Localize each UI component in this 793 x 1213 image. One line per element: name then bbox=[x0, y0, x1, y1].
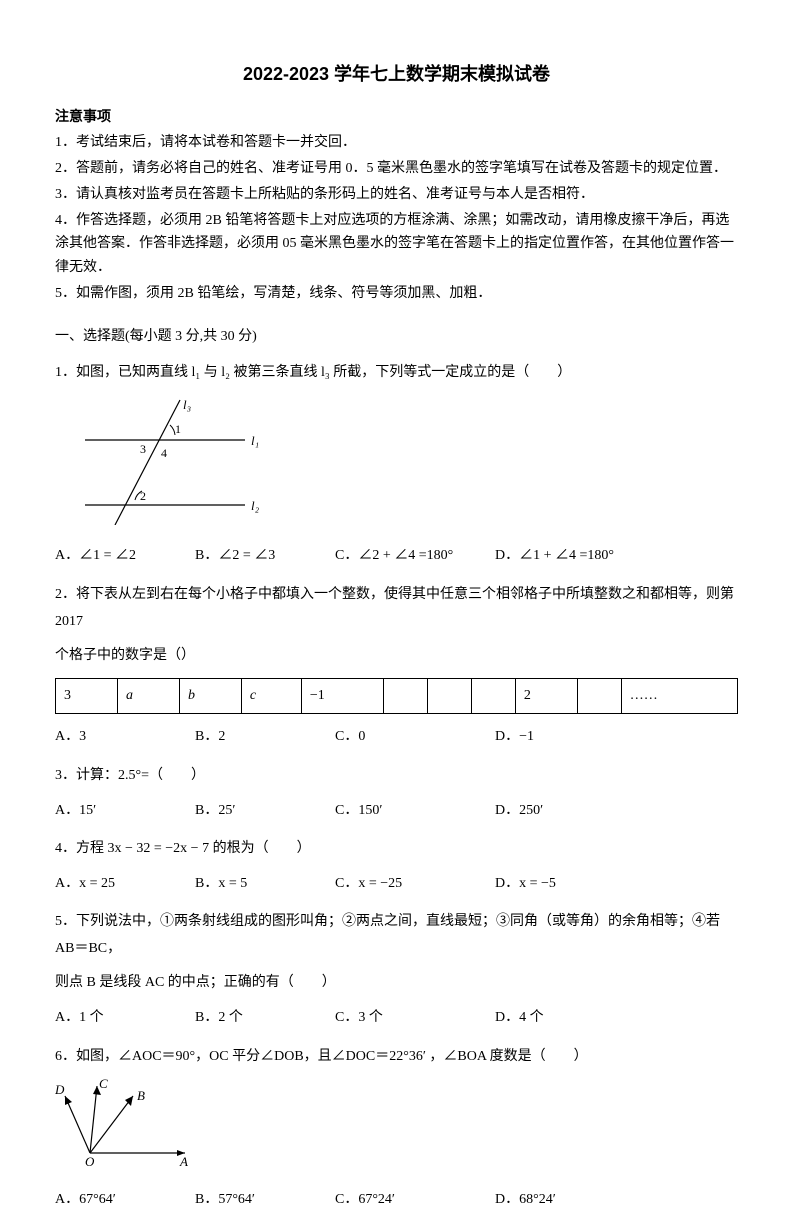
q1-l3-label: l₃ bbox=[183, 397, 191, 412]
q1-angle-4: 4 bbox=[161, 446, 167, 460]
q4-option-c[interactable]: C．x = −25 bbox=[335, 871, 495, 898]
question-6: 6．如图，∠AOC＝90°，OC 平分∠DOB，且∠DOC＝22°36′ ，∠B… bbox=[55, 1044, 738, 1213]
q6-label-c: C bbox=[99, 1078, 108, 1091]
question-1: 1．如图，已知两直线 l₁ 与 l₂ 被第三条直线 l₃ 所截，下列等式一定成立… bbox=[55, 360, 738, 570]
q2-cell-8: 2 bbox=[515, 678, 577, 714]
q1-options: A．∠1 = ∠2 B．∠2 = ∠3 C．∠2 + ∠4 =180° D．∠1… bbox=[55, 543, 738, 570]
q5-text2: 则点 B 是线段 AC 的中点；正确的有（ ） bbox=[55, 970, 738, 997]
q2-cell-0: 3 bbox=[56, 678, 118, 714]
q1-text: 1．如图，已知两直线 l₁ 与 l₂ 被第三条直线 l₃ 所截，下列等式一定成立… bbox=[55, 360, 738, 387]
exam-title: 2022-2023 学年七上数学期末模拟试卷 bbox=[55, 60, 738, 89]
q2-cell-5 bbox=[384, 678, 428, 714]
section-1-title: 一、选择题(每小题 3 分,共 30 分) bbox=[55, 326, 738, 348]
q2-options: A．3 B．2 C．0 D．−1 bbox=[55, 724, 738, 751]
q2-option-b[interactable]: B．2 bbox=[195, 724, 335, 751]
q5-option-c[interactable]: C．3 个 bbox=[335, 1005, 495, 1032]
q2-option-c[interactable]: C．0 bbox=[335, 724, 495, 751]
notice-item-1: 1．考试结束后，请将本试卷和答题卡一并交回． bbox=[55, 131, 738, 155]
q5-option-a[interactable]: A．1 个 bbox=[55, 1005, 195, 1032]
q3-text: 3．计算：2.5°=（ ） bbox=[55, 763, 738, 790]
notice-item-4: 4．作答选择题，必须用 2B 铅笔将答题卡上对应选项的方框涂满、涂黑；如需改动，… bbox=[55, 209, 738, 280]
q4-option-b[interactable]: B．x = 5 bbox=[195, 871, 335, 898]
notice-section: 注意事项 1．考试结束后，请将本试卷和答题卡一并交回． 2．答题前，请务必将自己… bbox=[55, 107, 738, 306]
question-5: 5．下列说法中，①两条射线组成的图形叫角；②两点之间，直线最短；③同角（或等角）… bbox=[55, 909, 738, 1031]
question-4: 4．方程 3x − 32 = −2x − 7 的根为（ ） A．x = 25 B… bbox=[55, 836, 738, 897]
q2-cell-2: b bbox=[179, 678, 241, 714]
q1-l1-label: l₁ bbox=[251, 433, 259, 448]
q1-option-a[interactable]: A．∠1 = ∠2 bbox=[55, 543, 195, 570]
q1-option-b[interactable]: B．∠2 = ∠3 bbox=[195, 543, 335, 570]
q1-angle-3: 3 bbox=[140, 442, 146, 456]
q3-options: A．15′ B．25′ C．150′ D．250′ bbox=[55, 798, 738, 825]
notice-heading: 注意事项 bbox=[55, 107, 738, 129]
notice-item-5: 5．如需作图，须用 2B 铅笔绘，写清楚，线条、符号等须加黑、加粗． bbox=[55, 282, 738, 306]
q1-angle-1: 1 bbox=[175, 422, 181, 436]
q2-cell-1: a bbox=[117, 678, 179, 714]
q6-label-b: B bbox=[137, 1088, 145, 1103]
q5-options: A．1 个 B．2 个 C．3 个 D．4 个 bbox=[55, 1005, 738, 1032]
q6-option-d[interactable]: D．68°24′ bbox=[495, 1187, 635, 1213]
q1-option-d[interactable]: D．∠1 + ∠4 =180° bbox=[495, 543, 635, 570]
q1-angle-2: 2 bbox=[140, 489, 146, 503]
q4-option-d[interactable]: D．x = −5 bbox=[495, 871, 635, 898]
q2-cell-4: −1 bbox=[301, 678, 383, 714]
q5-text: 5．下列说法中，①两条射线组成的图形叫角；②两点之间，直线最短；③同角（或等角）… bbox=[55, 909, 738, 962]
q2-cell-9 bbox=[577, 678, 621, 714]
q6-label-d: D bbox=[55, 1082, 65, 1097]
q3-option-a[interactable]: A．15′ bbox=[55, 798, 195, 825]
q2-cell-3: c bbox=[241, 678, 301, 714]
q5-option-b[interactable]: B．2 个 bbox=[195, 1005, 335, 1032]
q1-l2-label: l₂ bbox=[251, 498, 260, 513]
q3-option-d[interactable]: D．250′ bbox=[495, 798, 635, 825]
q6-option-b[interactable]: B．57°64′ bbox=[195, 1187, 335, 1213]
q6-option-c[interactable]: C．67°24′ bbox=[335, 1187, 495, 1213]
q4-text: 4．方程 3x − 32 = −2x − 7 的根为（ ） bbox=[55, 836, 738, 863]
q6-label-a: A bbox=[179, 1154, 188, 1168]
q6-figure: D C B O A bbox=[55, 1078, 738, 1179]
q4-option-a[interactable]: A．x = 25 bbox=[55, 871, 195, 898]
q6-option-a[interactable]: A．67°64′ bbox=[55, 1187, 195, 1213]
question-3: 3．计算：2.5°=（ ） A．15′ B．25′ C．150′ D．250′ bbox=[55, 763, 738, 824]
question-2: 2．将下表从左到右在每个小格子中都填入一个整数，使得其中任意三个相邻格子中所填整… bbox=[55, 582, 738, 751]
notice-item-2: 2．答题前，请务必将自己的姓名、准考证号用 0．5 毫米黑色墨水的签字笔填写在试… bbox=[55, 157, 738, 181]
q3-option-c[interactable]: C．150′ bbox=[335, 798, 495, 825]
q2-text2: 个格子中的数字是（） bbox=[55, 643, 738, 670]
q2-cell-6 bbox=[428, 678, 472, 714]
q2-option-a[interactable]: A．3 bbox=[55, 724, 195, 751]
q1-option-c[interactable]: C．∠2 + ∠4 =180° bbox=[335, 543, 495, 570]
q2-cell-10: …… bbox=[621, 678, 737, 714]
q6-label-o: O bbox=[85, 1154, 95, 1168]
q2-text: 2．将下表从左到右在每个小格子中都填入一个整数，使得其中任意三个相邻格子中所填整… bbox=[55, 582, 738, 635]
q3-option-b[interactable]: B．25′ bbox=[195, 798, 335, 825]
q2-option-d[interactable]: D．−1 bbox=[495, 724, 635, 751]
q6-options: A．67°64′ B．57°64′ C．67°24′ D．68°24′ bbox=[55, 1187, 738, 1213]
q6-text: 6．如图，∠AOC＝90°，OC 平分∠DOB，且∠DOC＝22°36′ ，∠B… bbox=[55, 1044, 738, 1071]
q2-table: 3 a b c −1 2 …… bbox=[55, 678, 738, 715]
q4-options: A．x = 25 B．x = 5 C．x = −25 D．x = −5 bbox=[55, 871, 738, 898]
q1-figure: l₃ l₁ l₂ 1 3 4 2 bbox=[75, 395, 738, 536]
q5-option-d[interactable]: D．4 个 bbox=[495, 1005, 635, 1032]
notice-item-3: 3．请认真核对监考员在答题卡上所粘贴的条形码上的姓名、准考证号与本人是否相符． bbox=[55, 183, 738, 207]
q2-cell-7 bbox=[472, 678, 516, 714]
